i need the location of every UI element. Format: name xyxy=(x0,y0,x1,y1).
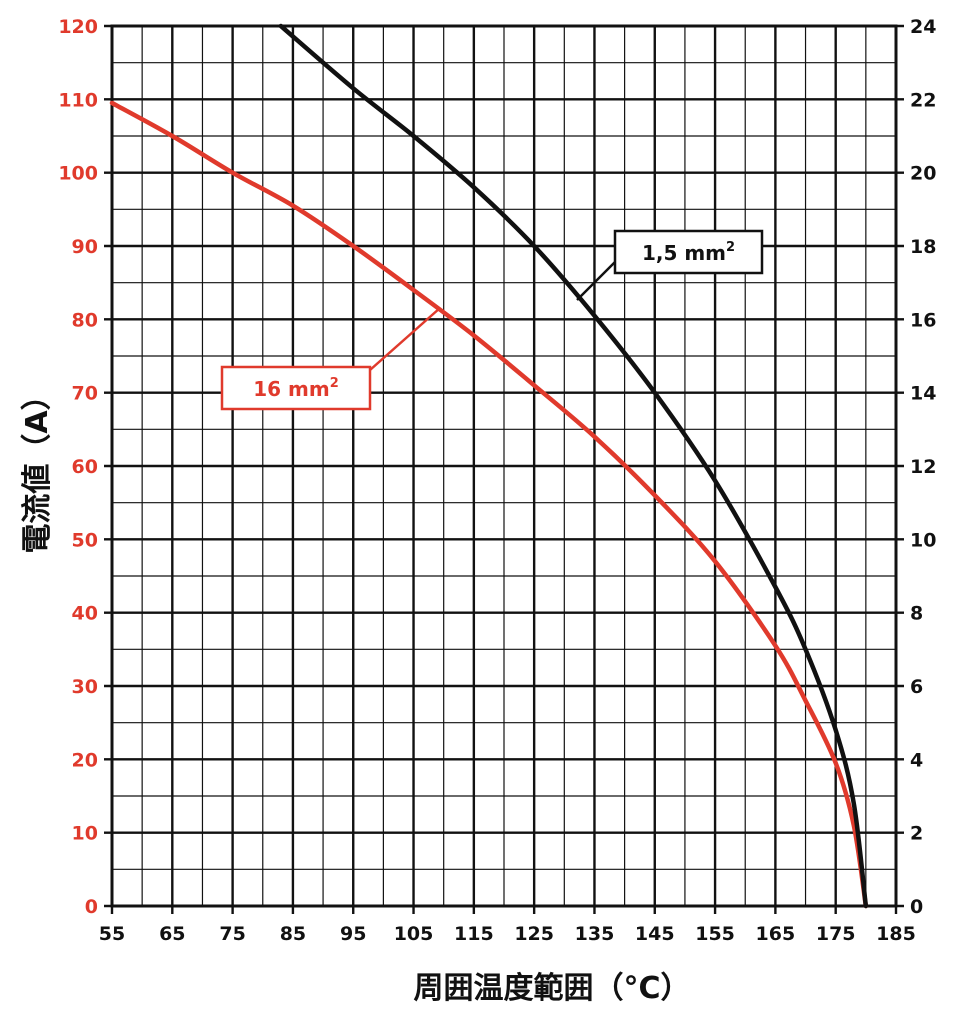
series-1-5mm2-line xyxy=(278,23,869,909)
major-gridlines xyxy=(104,24,904,914)
left-y-tick-label: 50 xyxy=(72,529,98,551)
left-y-tick-label: 70 xyxy=(72,383,98,405)
callout-16mm2: 16 mm2 xyxy=(220,307,441,411)
tick-labels: 0102030405060708090100110120024681012141… xyxy=(58,16,936,945)
left-y-tick-label: 80 xyxy=(72,309,98,331)
left-y-tick-label: 110 xyxy=(58,89,98,111)
plot-frame xyxy=(110,24,898,908)
data-series xyxy=(109,23,869,909)
right-y-tick-label: 22 xyxy=(910,89,936,111)
right-y-tick-label: 2 xyxy=(910,823,923,845)
x-tick-label: 175 xyxy=(816,923,856,945)
right-y-tick-label: 6 xyxy=(910,676,923,698)
right-y-tick-label: 0 xyxy=(910,896,923,918)
right-y-tick-label: 14 xyxy=(910,383,936,405)
left-y-tick-label: 90 xyxy=(72,236,98,258)
left-y-tick-label: 10 xyxy=(72,823,98,845)
right-y-tick-label: 16 xyxy=(910,309,936,331)
right-y-tick-label: 18 xyxy=(910,236,936,258)
right-y-tick-label: 10 xyxy=(910,529,936,551)
left-y-tick-label: 20 xyxy=(72,749,98,771)
callout-leader-line xyxy=(576,261,616,301)
callout-box xyxy=(613,229,764,275)
x-axis-title: 周囲温度範囲（°C） xyxy=(413,971,690,1006)
series-label-superscript: 2 xyxy=(726,240,735,255)
x-tick-label: 85 xyxy=(280,923,306,945)
series-label-superscript: 2 xyxy=(330,376,339,391)
x-tick-label: 115 xyxy=(454,923,494,945)
left-y-tick-label: 0 xyxy=(85,896,98,918)
x-tick-label: 65 xyxy=(159,923,185,945)
x-tick-label: 135 xyxy=(575,923,615,945)
left-y-tick-label: 60 xyxy=(72,456,98,478)
x-tick-label: 155 xyxy=(695,923,735,945)
right-y-tick-label: 20 xyxy=(910,163,936,185)
left-y-tick-label: 100 xyxy=(58,163,98,185)
series-label: 1,5 mm2 xyxy=(642,240,735,265)
series-16mm2-line xyxy=(109,100,869,909)
x-tick-label: 165 xyxy=(756,923,796,945)
x-tick-label: 105 xyxy=(394,923,434,945)
callout-leader-line xyxy=(369,307,441,371)
x-tick-label: 145 xyxy=(635,923,675,945)
right-y-tick-label: 24 xyxy=(910,16,936,38)
left-y-tick-label: 120 xyxy=(58,16,98,38)
left-y-tick-label: 30 xyxy=(72,676,98,698)
right-y-tick-label: 8 xyxy=(910,603,923,625)
axis-titles: 周囲温度範囲（°C） 電流値（A） xyxy=(20,380,691,1006)
x-tick-label: 95 xyxy=(340,923,366,945)
callout-1-5mm2: 1,5 mm2 xyxy=(576,229,764,301)
callout-box xyxy=(220,365,372,411)
x-tick-label: 75 xyxy=(219,923,245,945)
series-callouts: 16 mm2 1,5 mm2 xyxy=(220,229,764,411)
right-y-tick-label: 4 xyxy=(910,749,923,771)
series-label: 16 mm2 xyxy=(253,376,339,401)
y-axis-title: 電流値（A） xyxy=(20,380,55,553)
x-tick-label: 125 xyxy=(514,923,554,945)
x-tick-label: 55 xyxy=(99,923,125,945)
x-tick-label: 185 xyxy=(876,923,916,945)
right-y-tick-label: 12 xyxy=(910,456,936,478)
left-y-tick-label: 40 xyxy=(72,603,98,625)
